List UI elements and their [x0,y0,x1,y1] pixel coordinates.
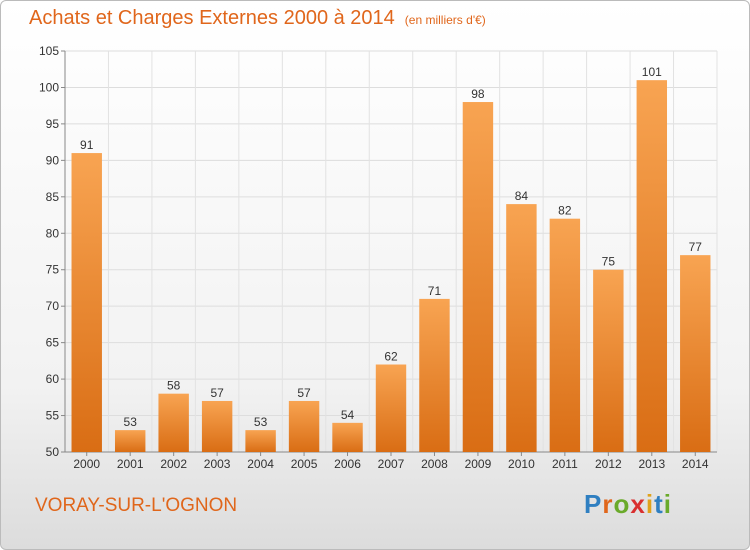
x-tick-label-2012: 2012 [595,457,622,471]
chart-title-text: Achats et Charges Externes 2000 à 2014 [29,7,395,29]
value-label-2001: 53 [124,415,138,429]
y-tick-label: 50 [46,445,60,459]
bars [71,80,711,452]
value-label-2014: 77 [689,240,703,254]
x-tick-label-2013: 2013 [638,457,665,471]
logo-letter: i [645,489,655,519]
value-label-2000: 91 [80,138,94,152]
bar-2001 [114,430,146,452]
y-tick-label: 55 [46,409,60,423]
bar-2010 [506,204,537,452]
y-tick-label: 65 [46,336,60,350]
value-label-2006: 54 [341,408,355,422]
x-tick-label-2004: 2004 [247,457,274,471]
chart-title: Achats et Charges Externes 2000 à 2014 (e… [29,7,486,30]
value-label-2008: 71 [428,284,442,298]
y-tick-label: 70 [46,299,60,313]
y-tick-label: 80 [46,226,60,240]
x-tick-label-2008: 2008 [421,457,448,471]
logo-letter: x [630,489,646,519]
value-label-2007: 62 [384,350,398,364]
bar-2009 [462,102,494,452]
bar-2012 [593,269,624,452]
logo-letter: P [584,489,603,519]
x-tick-label-2000: 2000 [73,457,100,471]
x-tick-label-2009: 2009 [465,457,492,471]
x-tick-label-2001: 2001 [117,457,144,471]
logo-letter: i [663,489,672,519]
value-label-2011: 82 [558,204,572,218]
value-label-2013: 101 [642,65,662,79]
proxiti-logo: Proxiti [584,489,672,520]
logo-letter: o [613,489,631,519]
y-tick-label: 95 [46,117,60,131]
y-tick-label: 105 [39,44,59,58]
x-tick-label-2014: 2014 [682,457,709,471]
commune-name: VORAY-SUR-L'OGNON [35,495,238,516]
x-tick-label-2002: 2002 [160,457,187,471]
bar-2000 [71,153,102,452]
value-label-2009: 98 [471,87,485,101]
value-label-2003: 57 [210,386,224,400]
labels: 50 55 60 65 70 75 80 85 90 95 100 105 91 2000 53 2001 58… [39,44,709,471]
bar-2005 [288,400,320,452]
logo-letter: r [602,489,614,519]
logo-letter: t [654,489,664,519]
chart-unit: (en milliers d'€) [404,13,486,27]
x-tick-label-2003: 2003 [204,457,231,471]
value-label-2010: 84 [515,189,529,203]
value-label-2002: 58 [167,379,181,393]
y-tick-label: 100 [39,80,59,94]
value-label-2005: 57 [297,386,311,400]
y-tick-label: 85 [46,190,60,204]
y-tick-label: 60 [46,372,60,386]
value-label-2012: 75 [602,255,616,269]
y-tick-label: 90 [46,153,60,167]
bar-2006 [332,422,363,452]
bar-2014 [680,255,711,452]
bar-2007 [375,364,407,452]
x-tick-label-2011: 2011 [552,457,578,471]
x-tick-label-2010: 2010 [508,457,535,471]
value-label-2004: 53 [254,415,268,429]
x-tick-label-2007: 2007 [378,457,405,471]
bar-2004 [245,430,276,452]
bar-2003 [201,400,233,452]
x-tick-label-2006: 2006 [334,457,361,471]
x-tick-label-2005: 2005 [291,457,318,471]
y-tick-label: 75 [46,263,60,277]
bar-2008 [419,298,450,452]
bar-2011 [549,218,581,452]
bar-2013 [636,80,668,452]
bar-2002 [158,393,189,452]
